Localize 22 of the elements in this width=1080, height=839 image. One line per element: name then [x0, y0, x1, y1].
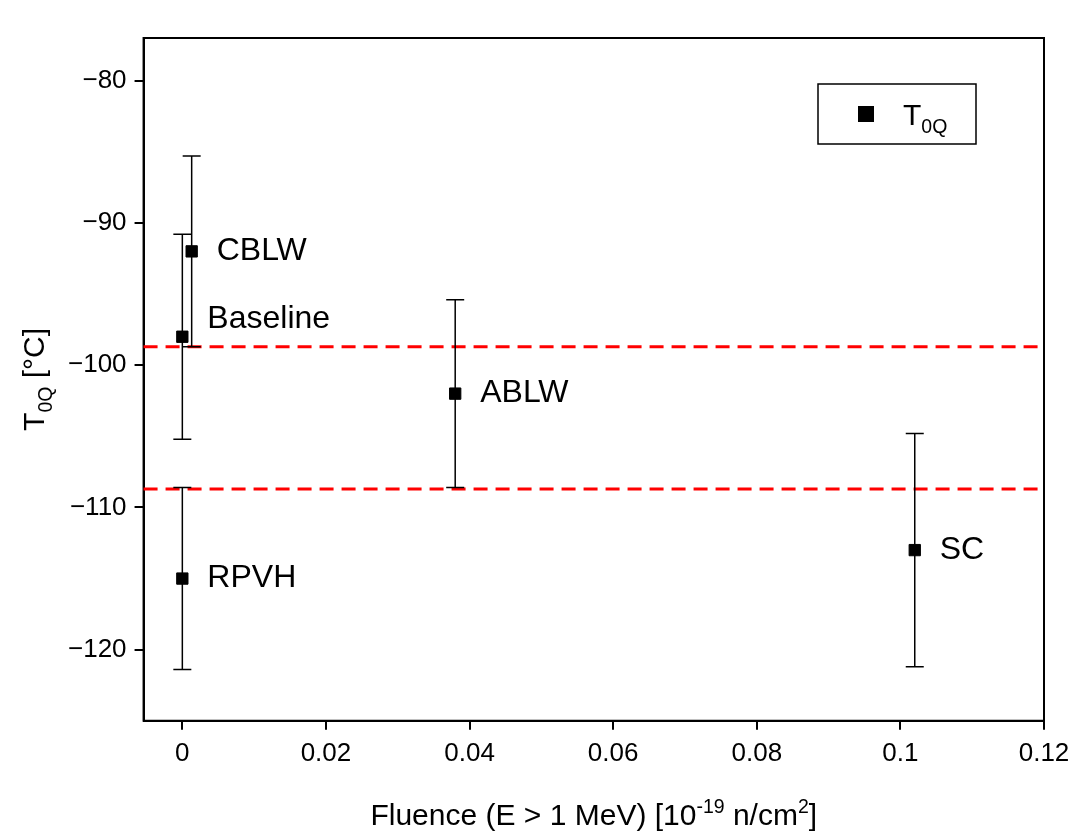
x-tick-label: 0.08: [731, 736, 783, 767]
annotation: CBLW: [216, 231, 308, 268]
y-tick-label: −110: [69, 490, 127, 521]
y-axis-title: T0Q [°C]: [17, 327, 56, 431]
x-tick-label: 0.06: [587, 736, 639, 767]
annotation: ABLW: [480, 373, 570, 410]
x-tick-label: 0.1: [882, 736, 919, 767]
x-tick-label: 0.04: [444, 736, 495, 767]
x-tick-label: 0.12: [1018, 736, 1070, 767]
point: [449, 387, 462, 400]
y-tick-label: −120: [67, 632, 127, 663]
point: [176, 330, 189, 343]
y-tick-label: −100: [67, 348, 127, 379]
y-tick-label: −90: [82, 206, 127, 237]
point: [185, 245, 198, 258]
x-tick-label: 0: [175, 736, 190, 767]
annotation: RPVH: [207, 558, 297, 595]
point: [176, 572, 189, 585]
annotation: SC: [939, 529, 985, 566]
x-tick-label: 0.02: [300, 736, 352, 767]
y-tick-label: −80: [82, 63, 127, 94]
annotation: Baseline: [207, 299, 331, 336]
